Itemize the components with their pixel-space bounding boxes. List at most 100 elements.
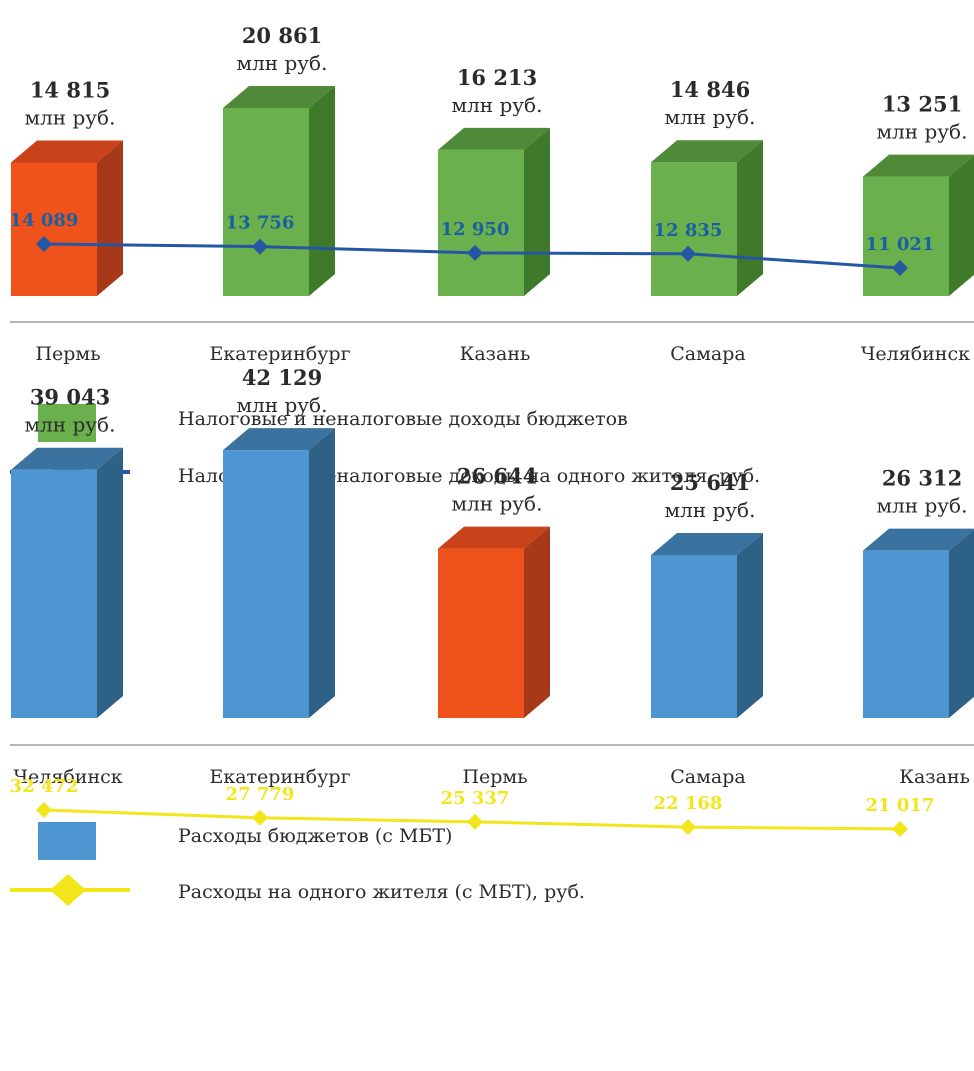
category-label: Самара	[670, 766, 745, 788]
bar-unit-label: млн руб.	[25, 413, 116, 437]
bar-side-face	[524, 526, 550, 718]
category-label: Екатеринбург	[209, 766, 350, 788]
line-point	[892, 821, 908, 837]
category-label: Челябинск	[861, 343, 970, 365]
bar-value-label: 42 129	[242, 365, 322, 390]
bar-unit-label: млн руб.	[665, 498, 756, 522]
line-point	[36, 236, 52, 252]
line-series: 14 089 13 756 12 950 12 835 11 021	[10, 210, 935, 276]
bar-unit-label: млн руб.	[237, 51, 328, 75]
bar-value-label: 14 846	[670, 77, 750, 102]
bar-front-face	[438, 548, 524, 718]
line-point-label: 11 021	[866, 234, 935, 255]
bar-front-face	[651, 162, 737, 296]
legend-bar-swatch	[38, 822, 96, 860]
legend: Расходы бюджетов (с МБТ) Расходы на одног…	[10, 822, 585, 906]
line-point	[467, 813, 483, 830]
bar-front-face	[438, 149, 524, 296]
bar-value-label: 39 043	[30, 385, 110, 410]
line-point	[680, 245, 696, 262]
line-point-label: 21 017	[866, 795, 935, 816]
line-point-label: 12 835	[654, 220, 723, 241]
bar	[438, 526, 550, 718]
line-point-label: 25 337	[441, 788, 510, 809]
bar-unit-label: млн руб.	[237, 393, 328, 417]
bar	[223, 428, 335, 718]
bar-front-face	[11, 162, 97, 296]
bar-side-face	[949, 529, 974, 718]
bar-value-label: 26 312	[882, 466, 962, 491]
bar-side-face	[737, 140, 763, 296]
bar-top-face	[438, 127, 550, 150]
bar-value-label: 16 213	[457, 65, 537, 90]
line-point-label: 22 168	[654, 793, 723, 814]
bar-value-label: 13 251	[882, 92, 962, 117]
line-point-label: 13 756	[226, 213, 295, 234]
bar	[223, 86, 335, 296]
bar-top-face	[11, 447, 123, 470]
bar-top-face	[223, 428, 335, 451]
bar-top-face	[651, 140, 763, 163]
line-series: 32 472 27 779 25 337 22 168 21 017	[10, 776, 935, 837]
bar-unit-label: млн руб.	[877, 120, 968, 144]
bar-series	[11, 86, 974, 296]
line-point	[252, 809, 268, 826]
bar-unit-label: млн руб.	[452, 492, 543, 516]
bar	[863, 528, 974, 718]
bar-top-face	[863, 154, 974, 177]
line-point	[892, 260, 908, 276]
bar-side-face	[97, 447, 123, 718]
line-point-label: 14 089	[10, 210, 79, 231]
bar-top-face	[438, 526, 550, 549]
bar-value-label: 14 815	[30, 77, 110, 102]
bar-unit-label: млн руб.	[665, 105, 756, 129]
category-label: Пермь	[462, 766, 527, 788]
category-label: Казань	[899, 766, 970, 788]
chart-2: 39 043 млн руб. 42 129 млн руб. 26 644 млн ру…	[10, 365, 974, 906]
legend-bar-label: Налоговые и неналоговые доходы бюджетов	[178, 408, 628, 430]
chart-1: 14 815 млн руб. 20 861 млн руб. 16 213 млн ру…	[10, 23, 974, 488]
bar	[651, 140, 763, 296]
legend-bar-label: Расходы бюджетов (с МБТ)	[178, 825, 452, 847]
bar	[651, 532, 763, 718]
bar-front-face	[223, 108, 309, 296]
bar	[438, 127, 550, 296]
bar-top-face	[863, 528, 974, 551]
bar-unit-label: млн руб.	[452, 93, 543, 117]
legend-line-label: Расходы на одного жителя (с МБТ), руб.	[178, 881, 585, 903]
bar-side-face	[97, 140, 123, 296]
category-label: Челябинск	[13, 766, 122, 788]
bar-value-label: 26 644	[457, 464, 537, 489]
bar-top-face	[651, 532, 763, 555]
category-label: Пермь	[35, 343, 100, 365]
bar-top-face	[223, 86, 335, 108]
line-point	[680, 819, 696, 836]
bar-front-face	[863, 176, 949, 296]
bar-side-face	[524, 127, 550, 296]
bar	[11, 140, 123, 296]
category-label: Казань	[460, 343, 531, 365]
bar	[863, 154, 974, 296]
bar-series	[11, 428, 974, 718]
bar-side-face	[737, 532, 763, 718]
bar-side-face	[949, 155, 974, 296]
legend-bar-swatch	[38, 404, 96, 442]
bar-front-face	[223, 450, 309, 718]
line-point	[36, 802, 52, 818]
category-label: Екатеринбург	[209, 343, 350, 365]
line-point	[467, 244, 483, 261]
bar	[11, 447, 123, 718]
line-point-label: 12 950	[441, 219, 510, 240]
bar-unit-label: млн руб.	[877, 494, 968, 518]
bar-side-face	[309, 428, 335, 718]
bar-front-face	[863, 550, 949, 718]
bar-front-face	[651, 554, 737, 718]
line-point-label: 27 779	[226, 784, 295, 805]
category-label: Самара	[670, 343, 745, 365]
bar-front-face	[11, 469, 97, 718]
line-point	[252, 238, 268, 255]
bar-top-face	[11, 140, 123, 163]
bar-value-label: 20 861	[242, 23, 322, 48]
bar-value-label: 25 641	[670, 470, 750, 495]
